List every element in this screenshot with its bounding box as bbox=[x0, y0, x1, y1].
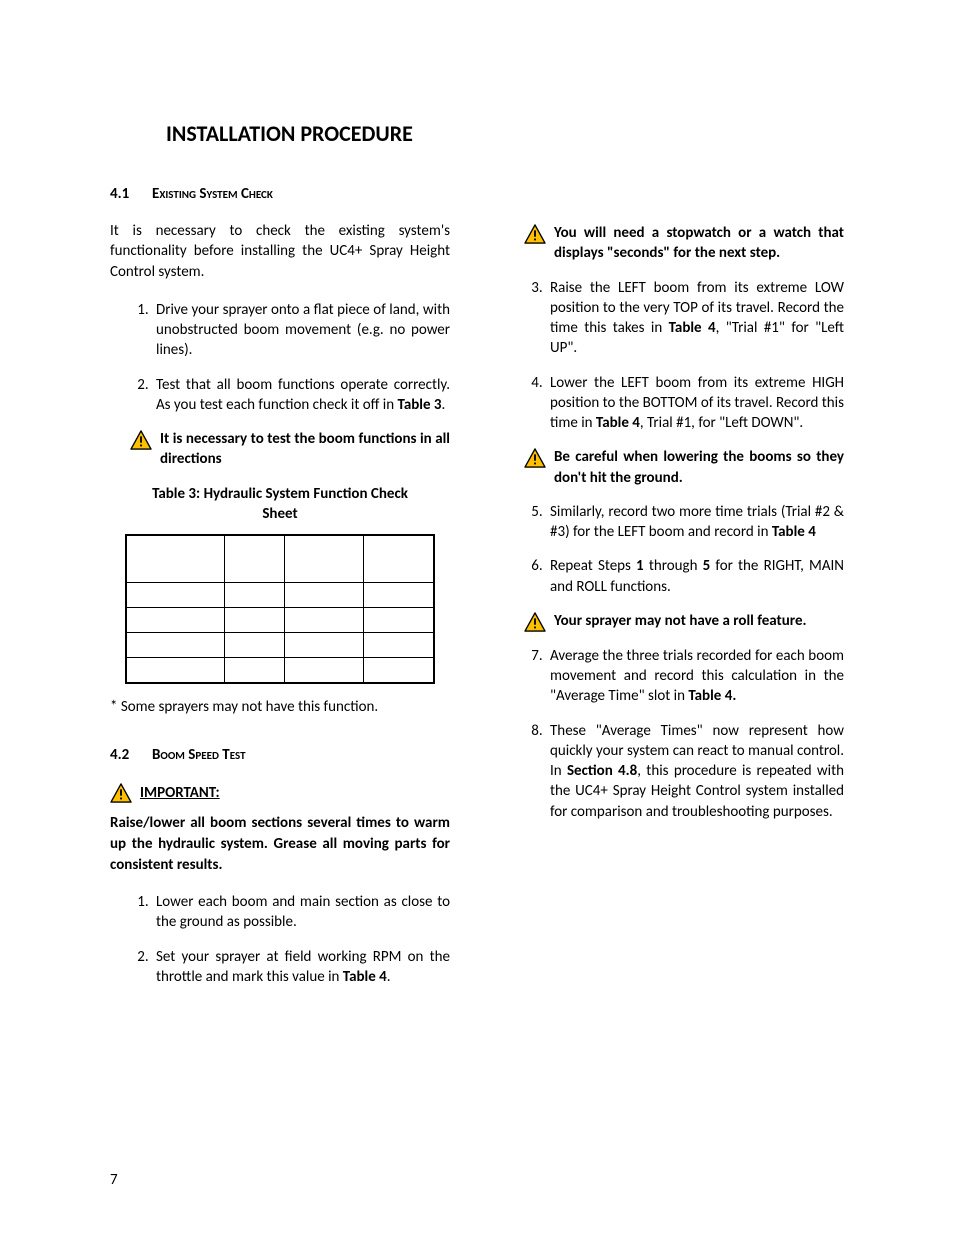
table-row bbox=[126, 658, 434, 684]
sec42-list-a: Lower each boom and main section as clos… bbox=[110, 892, 450, 987]
warning-icon bbox=[524, 448, 546, 468]
table3 bbox=[125, 534, 435, 684]
sec41-step2: Test that all boom functions operate cor… bbox=[152, 375, 450, 416]
table-row bbox=[126, 535, 434, 583]
sec42-warning-ground: Be careful when lowering the booms so th… bbox=[524, 447, 844, 488]
sec42-step8: These "Average Times" now represent how … bbox=[546, 721, 844, 822]
right-column: You will need a stopwatch or a watch tha… bbox=[504, 185, 844, 1001]
sec42-warning-stopwatch: You will need a stopwatch or a watch tha… bbox=[524, 223, 844, 264]
important-text: Raise/lower all boom sections several ti… bbox=[110, 813, 450, 876]
sec41-warning: It is necessary to test the boom functio… bbox=[130, 429, 450, 470]
warning-icon bbox=[524, 612, 546, 632]
doc-title: INSTALLATION PROCEDURE bbox=[166, 120, 844, 147]
sec41-warning-text: It is necessary to test the boom functio… bbox=[160, 429, 450, 470]
sec42-heading: 4.2 Boom Speed Test bbox=[110, 746, 450, 764]
table-row bbox=[126, 583, 434, 608]
sec42-list-c: Similarly, record two more time trials (… bbox=[504, 502, 844, 597]
table-row bbox=[126, 608, 434, 633]
sec41-num: 4.1 bbox=[110, 185, 138, 203]
warning-icon bbox=[110, 783, 132, 803]
table-row bbox=[126, 633, 434, 658]
sec42-warning-roll: Your sprayer may not have a roll feature… bbox=[524, 611, 844, 632]
sec41-step1: Drive your sprayer onto a flat piece of … bbox=[152, 300, 450, 361]
sec41-list: Drive your sprayer onto a flat piece of … bbox=[110, 300, 450, 415]
sec42-list-d: Average the three trials recorded for ea… bbox=[504, 646, 844, 822]
sec42-list-b: Raise the LEFT boom from its extreme LOW… bbox=[504, 278, 844, 434]
sec42-step3: Raise the LEFT boom from its extreme LOW… bbox=[546, 278, 844, 359]
page-number: 7 bbox=[110, 1171, 118, 1189]
sec41-intro: It is necessary to check the existing sy… bbox=[110, 221, 450, 282]
sec41-title: Existing System Check bbox=[152, 185, 273, 203]
sec42-step2: Set your sprayer at field working RPM on… bbox=[152, 947, 450, 988]
important-line: IMPORTANT: bbox=[110, 782, 450, 803]
warning-icon bbox=[524, 224, 546, 244]
warn-stopwatch-text: You will need a stopwatch or a watch tha… bbox=[554, 223, 844, 264]
sec42-step1: Lower each boom and main section as clos… bbox=[152, 892, 450, 933]
table3-title: Table 3: Hydraulic System Function Check… bbox=[134, 484, 426, 525]
sec42-step6: Repeat Steps 1 through 5 for the RIGHT, … bbox=[546, 556, 844, 597]
table3-footnote: * Some sprayers may not have this functi… bbox=[110, 698, 450, 716]
page: INSTALLATION PROCEDURE 4.1 Existing Syst… bbox=[0, 0, 954, 1235]
sec42-num: 4.2 bbox=[110, 746, 138, 764]
warning-icon bbox=[130, 430, 152, 450]
warn-ground-text: Be careful when lowering the booms so th… bbox=[554, 447, 844, 488]
warn-roll-text: Your sprayer may not have a roll feature… bbox=[554, 611, 807, 631]
sec42-step7: Average the three trials recorded for ea… bbox=[546, 646, 844, 707]
important-label: IMPORTANT: bbox=[140, 784, 220, 802]
sec42-step4: Lower the LEFT boom from its extreme HIG… bbox=[546, 373, 844, 434]
left-column: 4.1 Existing System Check It is necessar… bbox=[110, 185, 450, 1001]
sec41-heading: 4.1 Existing System Check bbox=[110, 185, 450, 203]
sec42-step5: Similarly, record two more time trials (… bbox=[546, 502, 844, 543]
sec42-title: Boom Speed Test bbox=[152, 746, 246, 764]
column-container: 4.1 Existing System Check It is necessar… bbox=[110, 185, 844, 1001]
